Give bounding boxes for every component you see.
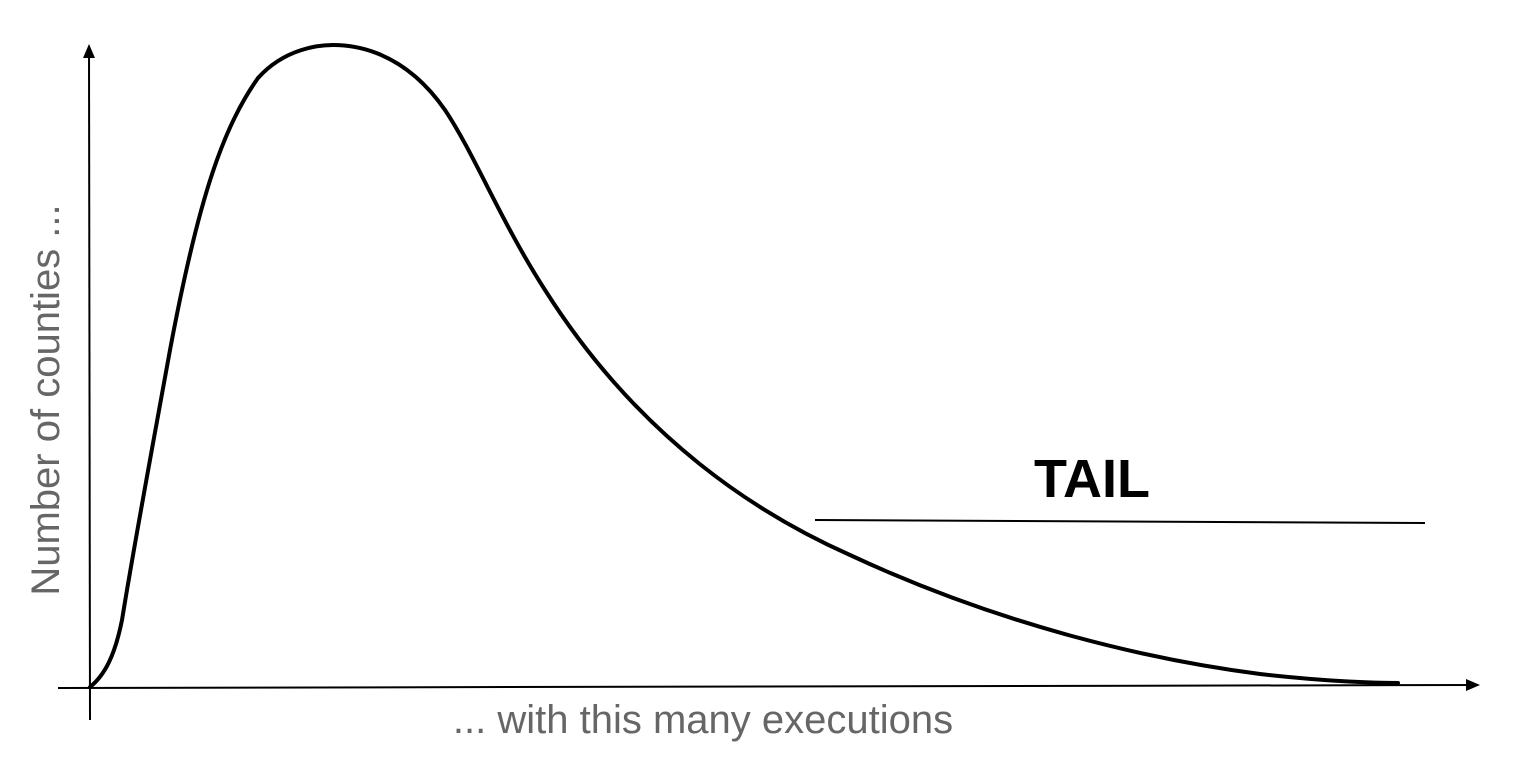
y-axis-label: Number of counties ... <box>24 204 68 595</box>
tail-marker-line <box>814 519 1426 524</box>
distribution-curve <box>88 43 1400 689</box>
x-axis <box>57 679 1480 692</box>
tail-annotation: TAIL <box>1034 449 1150 509</box>
y-axis <box>83 44 96 721</box>
x-axis-label: ... with this many executions <box>453 698 953 742</box>
